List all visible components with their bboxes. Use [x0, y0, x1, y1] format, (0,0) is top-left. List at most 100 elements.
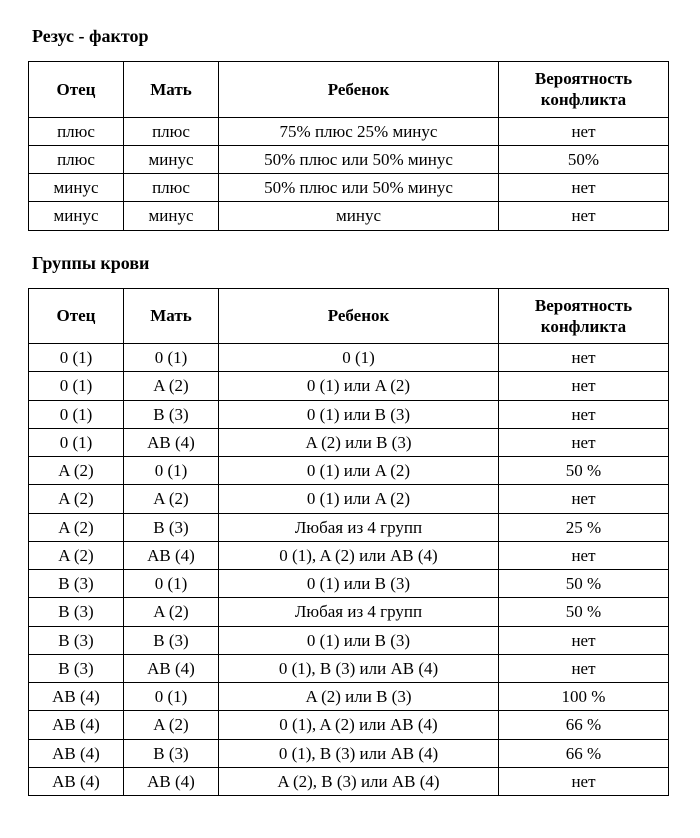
table-cell: A (2)	[29, 485, 124, 513]
table-cell: нет	[499, 428, 669, 456]
table-cell: B (3)	[29, 570, 124, 598]
table-cell: 0 (1), A (2) или AB (4)	[219, 541, 499, 569]
table-cell: 50% плюс или 50% минус	[219, 174, 499, 202]
table-row: плюсминус50% плюс или 50% минус50%	[29, 145, 669, 173]
table-cell: нет	[499, 344, 669, 372]
table-cell: A (2)	[29, 541, 124, 569]
table-row: AB (4)A (2)0 (1), A (2) или AB (4)66 %	[29, 711, 669, 739]
table-cell: AB (4)	[124, 654, 219, 682]
col-conflict: Вероятность конфликта	[499, 288, 669, 344]
table-row: B (3)0 (1)0 (1) или B (3)50 %	[29, 570, 669, 598]
table-row: плюсплюс75% плюс 25% минуснет	[29, 117, 669, 145]
table-cell: 0 (1) или A (2)	[219, 372, 499, 400]
table-cell: 0 (1)	[124, 683, 219, 711]
col-father: Отец	[29, 288, 124, 344]
table-cell: нет	[499, 202, 669, 230]
table-cell: AB (4)	[29, 711, 124, 739]
table-cell: AB (4)	[124, 428, 219, 456]
table-row: 0 (1)0 (1)0 (1)нет	[29, 344, 669, 372]
table-cell: B (3)	[124, 626, 219, 654]
table-cell: 0 (1) или B (3)	[219, 626, 499, 654]
table-cell: AB (4)	[29, 767, 124, 795]
table-row: B (3)A (2)Любая из 4 групп50 %	[29, 598, 669, 626]
col-mother: Мать	[124, 62, 219, 118]
table-row: 0 (1)A (2)0 (1) или A (2)нет	[29, 372, 669, 400]
table-cell: 0 (1) или B (3)	[219, 570, 499, 598]
table-cell: 50%	[499, 145, 669, 173]
table-cell: минус	[124, 202, 219, 230]
table-row: A (2)B (3)Любая из 4 групп25 %	[29, 513, 669, 541]
table-cell: нет	[499, 174, 669, 202]
table-cell: 66 %	[499, 739, 669, 767]
table-row: A (2)AB (4)0 (1), A (2) или AB (4)нет	[29, 541, 669, 569]
table-row: AB (4)AB (4)A (2), B (3) или AB (4)нет	[29, 767, 669, 795]
table-cell: 0 (1), B (3) или AB (4)	[219, 739, 499, 767]
table-cell: A (2), B (3) или AB (4)	[219, 767, 499, 795]
bloodgroup-tbody: 0 (1)0 (1)0 (1)нет0 (1)A (2)0 (1) или A …	[29, 344, 669, 796]
table-cell: Любая из 4 групп	[219, 598, 499, 626]
table-cell: минус	[29, 174, 124, 202]
table-cell: B (3)	[29, 598, 124, 626]
table-cell: A (2) или B (3)	[219, 428, 499, 456]
table-cell: 25 %	[499, 513, 669, 541]
table-cell: минус	[219, 202, 499, 230]
table-row: A (2)A (2)0 (1) или A (2)нет	[29, 485, 669, 513]
col-father: Отец	[29, 62, 124, 118]
table-cell: 0 (1)	[219, 344, 499, 372]
table-cell: A (2)	[124, 372, 219, 400]
col-mother: Мать	[124, 288, 219, 344]
table-cell: B (3)	[29, 626, 124, 654]
table-cell: B (3)	[124, 400, 219, 428]
rh-table: Отец Мать Ребенок Вероятность конфликта …	[28, 61, 669, 231]
table-row: 0 (1)B (3)0 (1) или B (3)нет	[29, 400, 669, 428]
table-header-row: Отец Мать Ребенок Вероятность конфликта	[29, 288, 669, 344]
table-cell: 75% плюс 25% минус	[219, 117, 499, 145]
table-cell: 0 (1)	[29, 428, 124, 456]
table-row: AB (4)0 (1)A (2) или B (3)100 %	[29, 683, 669, 711]
table-cell: плюс	[124, 174, 219, 202]
table-cell: плюс	[29, 145, 124, 173]
table-cell: 50% плюс или 50% минус	[219, 145, 499, 173]
table-cell: A (2)	[124, 598, 219, 626]
table-cell: нет	[499, 400, 669, 428]
table-cell: нет	[499, 372, 669, 400]
table-cell: нет	[499, 654, 669, 682]
table-cell: плюс	[29, 117, 124, 145]
table-cell: 50 %	[499, 457, 669, 485]
table-row: минусминусминуснет	[29, 202, 669, 230]
table-cell: нет	[499, 541, 669, 569]
table-cell: 0 (1)	[29, 372, 124, 400]
table-cell: A (2)	[124, 485, 219, 513]
table-cell: плюс	[124, 117, 219, 145]
table-row: B (3)B (3)0 (1) или B (3)нет	[29, 626, 669, 654]
bloodgroup-table: Отец Мать Ребенок Вероятность конфликта …	[28, 288, 669, 797]
table-cell: B (3)	[29, 654, 124, 682]
table-row: B (3)AB (4)0 (1), B (3) или AB (4)нет	[29, 654, 669, 682]
table-cell: нет	[499, 767, 669, 795]
table-cell: 0 (1), B (3) или AB (4)	[219, 654, 499, 682]
table-cell: нет	[499, 485, 669, 513]
table-cell: Любая из 4 групп	[219, 513, 499, 541]
table-cell: 66 %	[499, 711, 669, 739]
table-cell: A (2)	[29, 457, 124, 485]
table-row: минусплюс50% плюс или 50% минуснет	[29, 174, 669, 202]
table-cell: A (2)	[29, 513, 124, 541]
table-cell: 0 (1), A (2) или AB (4)	[219, 711, 499, 739]
table-cell: B (3)	[124, 513, 219, 541]
table-row: AB (4)B (3)0 (1), B (3) или AB (4)66 %	[29, 739, 669, 767]
col-child: Ребенок	[219, 62, 499, 118]
table-cell: 0 (1)	[124, 344, 219, 372]
table-cell: 100 %	[499, 683, 669, 711]
table-cell: 0 (1)	[124, 570, 219, 598]
table-cell: 50 %	[499, 598, 669, 626]
table-cell: 0 (1) или A (2)	[219, 485, 499, 513]
rh-title: Резус - фактор	[32, 26, 672, 47]
table-cell: B (3)	[124, 739, 219, 767]
table-cell: нет	[499, 117, 669, 145]
table-cell: A (2) или B (3)	[219, 683, 499, 711]
table-cell: минус	[29, 202, 124, 230]
table-cell: AB (4)	[29, 683, 124, 711]
table-cell: AB (4)	[124, 767, 219, 795]
col-conflict: Вероятность конфликта	[499, 62, 669, 118]
table-cell: AB (4)	[29, 739, 124, 767]
